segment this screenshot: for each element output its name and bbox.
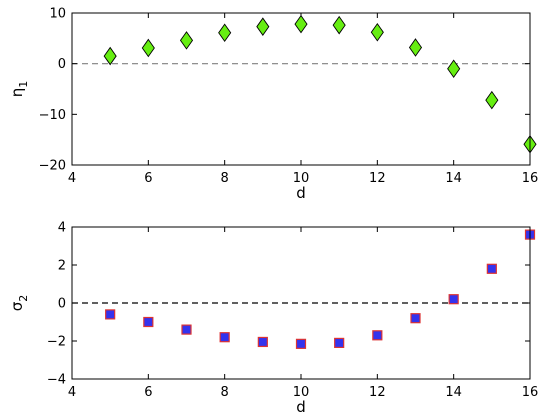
- sigma2-x-tick-label: 16: [522, 385, 539, 400]
- sigma2-y-axis-subscript: 2: [17, 295, 30, 302]
- eta1-x-tick-label: 12: [369, 171, 386, 186]
- sigma2-y-tick-label: −2: [47, 335, 66, 350]
- sigma2-y-tick-label: 4: [58, 221, 66, 236]
- sigma2-data-point: [410, 313, 421, 324]
- sigma2-plot-area: [72, 227, 530, 379]
- eta1-data-point: [218, 23, 232, 43]
- eta1-data-point: [141, 38, 155, 58]
- eta1-x-tick-label: 4: [68, 171, 76, 186]
- sigma2-data-point: [257, 336, 268, 348]
- sigma2-x-tick-label: 6: [144, 385, 152, 400]
- sigma2-data-point: [486, 263, 497, 274]
- eta1-data-point: [179, 31, 194, 50]
- eta1-y-axis-symbol: η: [8, 88, 26, 98]
- sigma2-y-axis-symbol: σ: [8, 301, 26, 311]
- sigma2-y-tick-label: 2: [58, 259, 66, 274]
- eta1-data-point: [256, 17, 270, 36]
- eta1-data-point: [485, 90, 499, 110]
- eta1-data-point: [294, 14, 308, 34]
- sigma2-data-point: [334, 337, 345, 348]
- eta1-data-point: [408, 38, 423, 57]
- eta1-x-tick-label: 14: [445, 171, 462, 186]
- eta1-y-axis-label: η1: [8, 81, 30, 98]
- eta1-x-tick-label: 16: [522, 171, 539, 186]
- sigma2-axes-frame: [71, 226, 531, 380]
- eta1-data-point: [370, 22, 384, 42]
- sigma2-x-tick-label: 10: [293, 385, 310, 400]
- sigma2-data-point: [219, 332, 230, 343]
- sigma2-x-tick-label: 4: [68, 385, 76, 400]
- sigma2-y-tick-label: −4: [47, 373, 66, 388]
- eta1-y-tick-label: 0: [58, 57, 66, 72]
- eta1-data-point: [103, 46, 117, 66]
- sigma2-data-point: [372, 330, 383, 341]
- eta1-y-tick-label: 10: [49, 7, 66, 22]
- eta1-y-axis-subscript: 1: [17, 81, 30, 88]
- eta1-y-tick-label: −10: [39, 108, 66, 123]
- eta1-x-axis-label: d: [296, 184, 306, 202]
- eta1-data-point: [447, 59, 461, 79]
- eta1-data-point: [332, 15, 346, 35]
- sigma2-x-tick-label: 12: [369, 385, 386, 400]
- sigma2-data-point: [181, 324, 192, 335]
- sigma2-data-point: [448, 294, 459, 305]
- eta1-x-tick-label: 8: [221, 171, 229, 186]
- eta1-axes-frame: [71, 12, 531, 166]
- sigma2-y-axis-label: σ2: [8, 295, 30, 312]
- eta1-plot-area: [72, 13, 530, 165]
- sigma2-y-tick-label: 0: [58, 297, 66, 312]
- eta1-y-tick-label: −20: [39, 159, 66, 174]
- sigma2-data-point: [105, 309, 116, 320]
- sigma2-x-tick-label: 8: [221, 385, 229, 400]
- sigma2-data-point: [295, 338, 307, 349]
- sigma2-x-axis-label: d: [296, 398, 306, 416]
- eta1-x-tick-label: 6: [144, 171, 152, 186]
- sigma2-x-tick-label: 14: [445, 385, 462, 400]
- sigma2-data-point: [143, 316, 154, 328]
- eta1-x-tick-label: 10: [293, 171, 310, 186]
